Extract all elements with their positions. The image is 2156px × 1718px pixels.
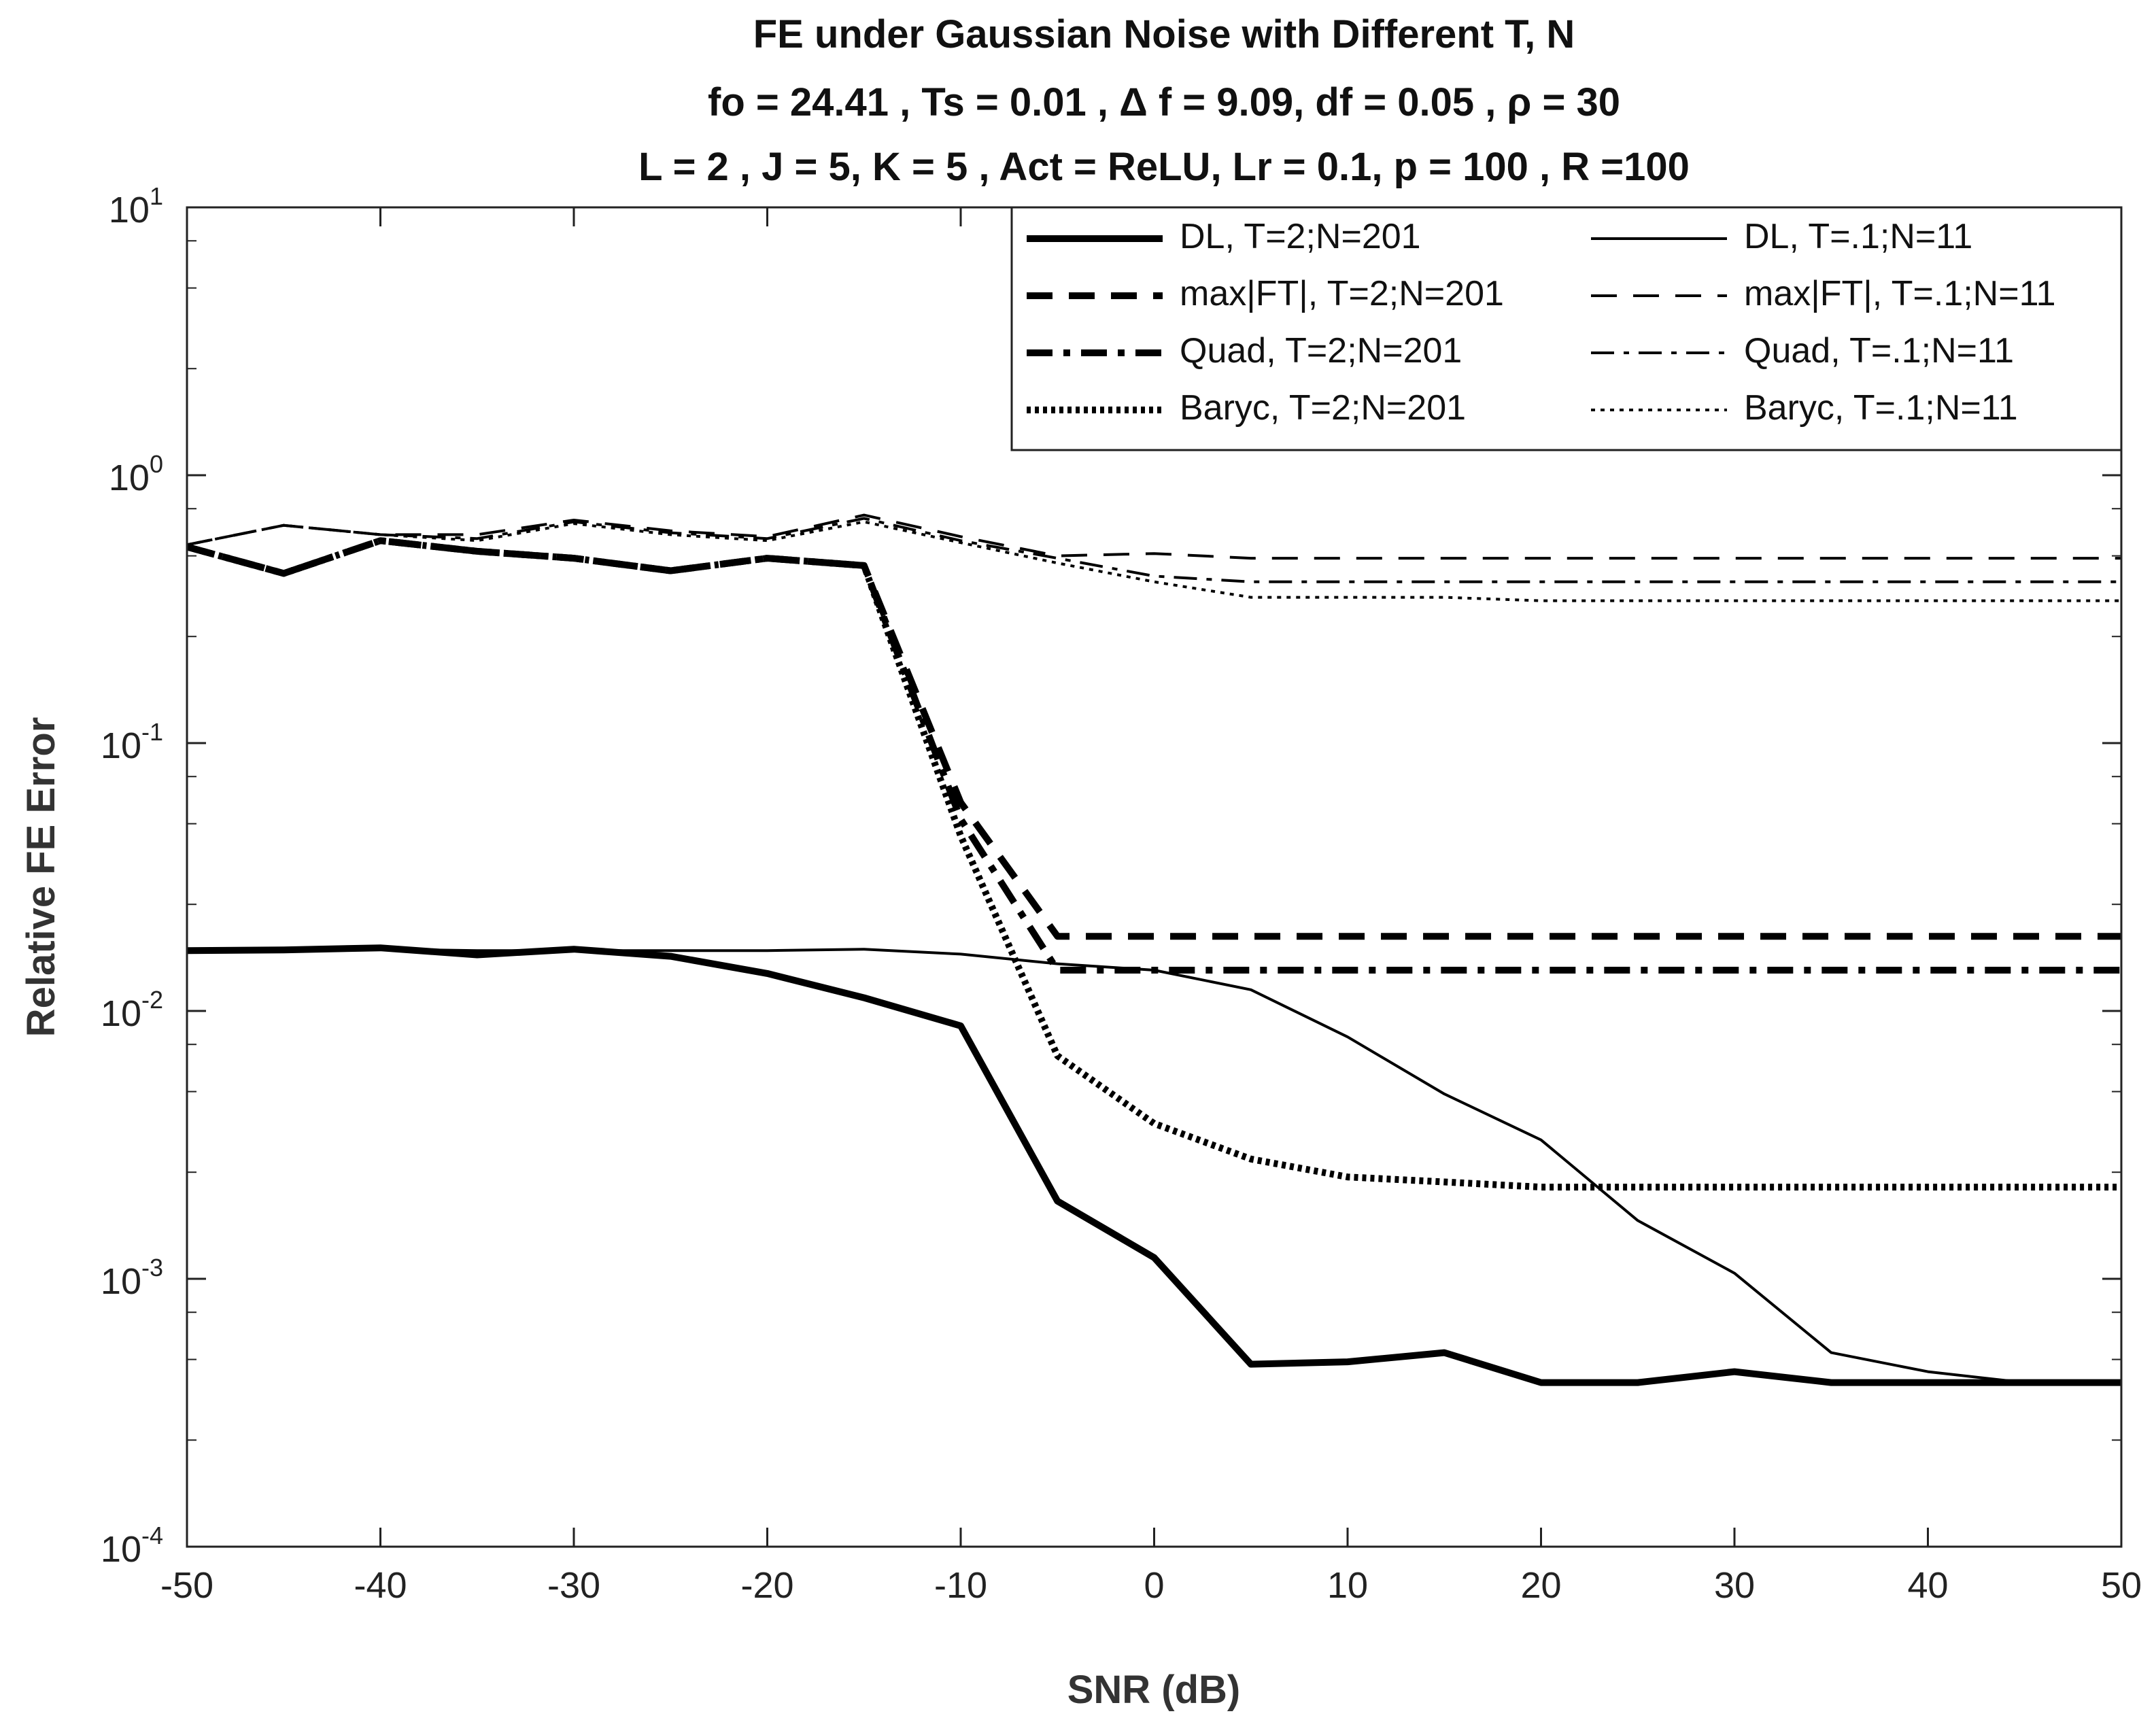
x-tick-label: -40: [354, 1565, 407, 1606]
legend-label-4: Baryc, T=2;N=201: [1180, 388, 1466, 428]
legend-box: [1010, 206, 2123, 451]
y-tick-exponent: -3: [141, 1254, 163, 1282]
title-line-1: FE under Gaussian Noise with Different T…: [753, 12, 1575, 56]
legend: DL, T=2;N=201 max|FT|, T=2;N=201 Quad, T=2…: [1010, 206, 2123, 451]
title-line-3: L = 2 , J = 5, K = 5 , Act = ReLU, Lr = …: [638, 145, 1690, 189]
y-tick-label: 10-3: [101, 1254, 163, 1302]
axis-ticks: -50 -40 -30 -20 -10 0 10 20 30 40 5010-410-310-210…: [101, 182, 2142, 1606]
x-tick-label: 20: [1520, 1565, 1561, 1606]
legend-label-6: max|FT|, T=.1;N=11: [1744, 274, 2056, 313]
y-tick-base: 10: [101, 1261, 141, 1302]
y-axis-label: Relative FE Error: [19, 717, 63, 1037]
x-axis-label: SNR (dB): [1067, 1668, 1241, 1712]
x-tick-label: -30: [547, 1565, 600, 1606]
legend-label-3: Quad, T=2;N=201: [1180, 331, 1462, 371]
series-line-6: [186, 513, 2121, 560]
y-tick-base: 10: [101, 725, 141, 766]
y-tick-label: 100: [109, 450, 163, 498]
y-tick-exponent: 0: [150, 450, 163, 478]
y-tick-exponent: -2: [141, 986, 163, 1014]
legend-label-5: DL, T=.1;N=11: [1744, 217, 1972, 256]
x-tick-label: -20: [740, 1565, 793, 1606]
x-tick-label: 30: [1714, 1565, 1755, 1606]
y-tick-base: 10: [109, 190, 150, 230]
y-tick-label: 10-1: [101, 718, 163, 766]
x-tick-label: 40: [1907, 1565, 1948, 1606]
y-tick-label: 10-2: [101, 986, 163, 1034]
series-line-8: [186, 520, 2121, 602]
series-line-3: [186, 537, 2121, 974]
y-tick-label: 10-4: [101, 1522, 163, 1570]
y-tick-exponent: -1: [141, 718, 163, 746]
legend-label-1: DL, T=2;N=201: [1180, 217, 1421, 256]
y-tick-base: 10: [101, 1529, 141, 1570]
x-tick-label: 50: [2101, 1565, 2142, 1606]
series-line-7: [186, 517, 2121, 583]
y-tick-exponent: -4: [141, 1522, 163, 1549]
y-tick-base: 10: [101, 993, 141, 1034]
y-tick-label: 101: [109, 182, 163, 230]
series-line-1: [186, 944, 2121, 1386]
legend-label-2: max|FT|, T=2;N=201: [1180, 274, 1504, 313]
x-tick-label: 0: [1144, 1565, 1164, 1606]
x-tick-label: 10: [1327, 1565, 1368, 1606]
legend-label-8: Baryc, T=.1;N=11: [1744, 388, 2018, 428]
title-line-2: fo = 24.41 , Ts = 0.01 , Δ f = 9.09, df …: [708, 80, 1620, 124]
legend-items: DL, T=2;N=201 max|FT|, T=2;N=201 Quad, T=2…: [1027, 217, 2056, 428]
y-tick-base: 10: [109, 458, 150, 498]
series-layer: [186, 513, 2121, 1386]
x-tick-label: -50: [160, 1565, 213, 1606]
legend-label-7: Quad, T=.1;N=11: [1744, 331, 2014, 371]
chart-title: FE under Gaussian Noise with Different T…: [638, 12, 1690, 189]
x-tick-label: -10: [934, 1565, 987, 1606]
y-tick-exponent: 1: [150, 182, 163, 210]
